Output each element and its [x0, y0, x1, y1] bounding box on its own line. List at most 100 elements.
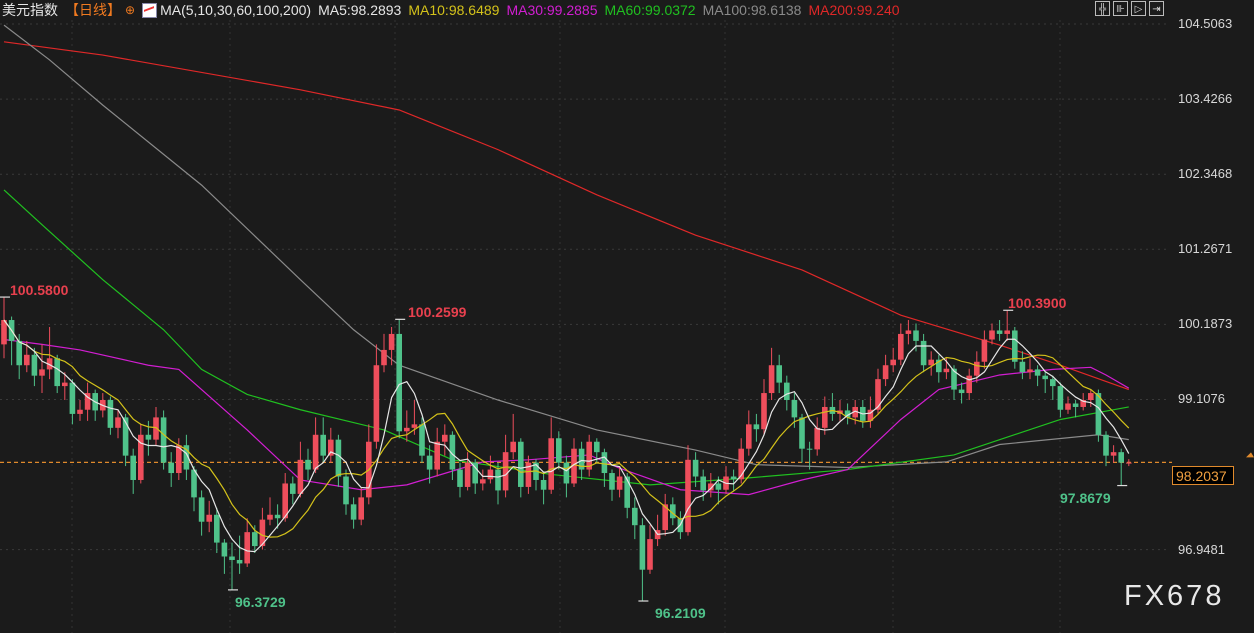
candle-up — [814, 427, 820, 450]
high-label: 100.5800 — [10, 282, 69, 298]
y-tick-label: 100.1873 — [1178, 316, 1233, 332]
candle-down — [1042, 375, 1048, 380]
candle-up — [943, 368, 950, 373]
candle-up — [662, 504, 668, 531]
candle-down — [784, 382, 790, 401]
candle-down — [236, 559, 243, 564]
candle-up — [738, 448, 744, 480]
ma5-line — [3, 319, 1130, 553]
candle-up — [206, 514, 212, 522]
crosshair-icon[interactable]: ╬ — [1095, 1, 1110, 16]
ma100-value: MA100:98.6138 — [702, 2, 802, 18]
candle-up — [905, 330, 912, 334]
play-icon[interactable]: ▷ — [1131, 1, 1146, 16]
candle-up — [381, 349, 387, 366]
candle-down — [69, 382, 76, 414]
candle-up — [487, 469, 494, 480]
candle-down — [145, 434, 152, 440]
candle-up — [138, 434, 144, 480]
ma60-value: MA60:99.0372 — [604, 2, 696, 18]
candle-up — [24, 354, 30, 366]
candle-down — [624, 476, 630, 508]
candle-down — [214, 514, 220, 543]
candle-down — [274, 514, 281, 519]
candle-up — [373, 365, 380, 442]
high-label: 100.2599 — [408, 304, 467, 320]
candle-down — [806, 448, 813, 450]
candle-down — [198, 497, 205, 522]
candle-up — [115, 417, 121, 428]
candle-down — [670, 504, 676, 519]
candle-up — [442, 434, 448, 442]
candle-down — [1050, 379, 1056, 387]
candle-up — [77, 409, 83, 414]
candle-down — [396, 333, 402, 432]
candle-up — [62, 382, 68, 387]
candle-up — [586, 441, 592, 470]
ma-indicator-icon[interactable] — [142, 2, 158, 18]
candle-up — [176, 445, 182, 474]
candle-up — [525, 462, 532, 487]
candle-up — [267, 514, 273, 520]
candle-down — [1095, 393, 1102, 435]
ma200-value: MA200:99.240 — [808, 2, 900, 18]
candle-up — [502, 452, 509, 491]
candle-up — [434, 441, 440, 470]
candle-down — [936, 359, 942, 373]
candle-up — [39, 369, 45, 376]
candle-down — [472, 462, 478, 484]
candle-up — [328, 439, 334, 456]
candle-down — [563, 462, 570, 484]
candle-up — [898, 333, 904, 360]
candle-up — [708, 483, 714, 491]
candle-down — [419, 424, 425, 456]
candle-up — [1, 320, 7, 345]
circle-plus-icon[interactable]: ⊕ — [125, 3, 136, 17]
candle-down — [350, 504, 357, 520]
ma-params[interactable]: MA(5,10,30,60,100,200) — [160, 2, 312, 18]
candle-up — [822, 406, 828, 428]
candle-down — [518, 441, 524, 487]
ma5-value: MA5:98.2893 — [318, 2, 402, 18]
high-label: 100.3900 — [1008, 295, 1067, 311]
y-tick-label: 99.1076 — [1178, 391, 1225, 407]
y-tick-label: 101.2671 — [1178, 241, 1233, 257]
candle-down — [1057, 386, 1064, 410]
candle-down — [951, 368, 957, 390]
candle-up — [1080, 400, 1086, 407]
candle-up — [358, 497, 364, 520]
candle-up — [875, 379, 881, 410]
candle-down — [252, 532, 258, 547]
candle-down — [54, 358, 60, 387]
candle-down — [290, 483, 296, 494]
candle-down — [449, 434, 456, 470]
candle-up — [1088, 393, 1094, 401]
candle-up — [685, 459, 691, 533]
candle-up — [571, 448, 577, 484]
candle-down — [16, 340, 22, 366]
candle-down — [221, 542, 228, 557]
candle-down — [305, 459, 311, 470]
candle-down — [160, 417, 167, 463]
candle-down — [335, 439, 342, 477]
candle-up — [548, 438, 554, 490]
period-selector[interactable]: 【日线】 — [65, 2, 121, 18]
candle-up — [259, 519, 266, 547]
ma10-value: MA10:98.6489 — [408, 2, 500, 18]
candle-down — [700, 476, 706, 491]
candle-up — [761, 393, 767, 430]
candle-down — [426, 455, 433, 470]
candle-up — [388, 333, 395, 350]
candle-up — [647, 539, 653, 570]
zoom-in-icon[interactable]: ⊪ — [1113, 1, 1128, 16]
candle-up — [981, 339, 988, 362]
candle-down — [31, 354, 38, 376]
move-right-icon[interactable]: ⇥ — [1149, 1, 1164, 16]
candle-down — [799, 417, 805, 449]
ma10-line — [3, 319, 1130, 538]
low-label: 96.2109 — [655, 605, 706, 621]
candle-down — [130, 455, 136, 480]
candle-up — [1004, 330, 1010, 334]
candle-down — [320, 434, 326, 456]
